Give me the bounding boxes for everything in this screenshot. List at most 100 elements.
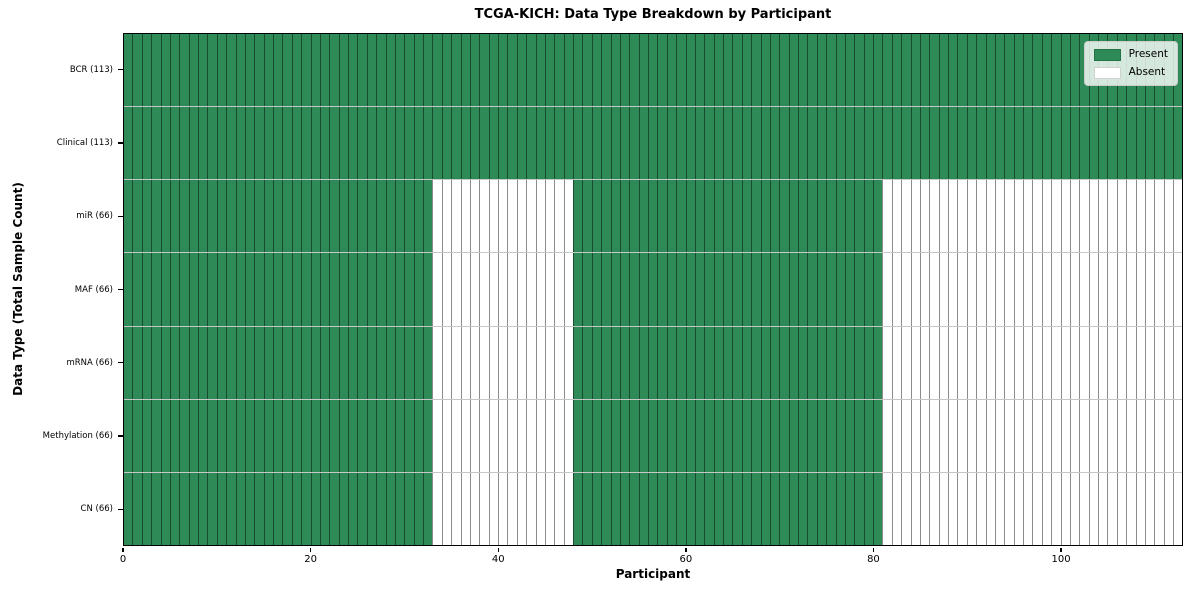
matrix-cell (1116, 472, 1127, 545)
matrix-cell (141, 326, 152, 399)
matrix-cell (610, 34, 620, 107)
matrix-cell (835, 34, 845, 107)
matrix-cell (638, 34, 648, 107)
matrix-cell (1098, 326, 1108, 399)
matrix-cell (638, 326, 648, 399)
matrix-cell (263, 34, 273, 107)
matrix-cell (910, 326, 920, 399)
matrix-cell (394, 180, 405, 253)
matrix-cell (1088, 399, 1098, 472)
matrix-cell (779, 326, 789, 399)
matrix-cell (938, 326, 948, 399)
matrix-cell (751, 472, 761, 545)
matrix-cell (179, 326, 189, 399)
matrix-cell (666, 326, 677, 399)
matrix-cell (938, 472, 948, 545)
matrix-cell (985, 399, 995, 472)
matrix-cell (601, 399, 611, 472)
matrix-cell (638, 180, 648, 253)
x-tick-mark (1060, 547, 1062, 552)
matrix-cell (619, 107, 630, 180)
matrix-cell (1144, 399, 1155, 472)
matrix-cell (226, 472, 236, 545)
matrix-cell (694, 472, 705, 545)
matrix-cell (282, 180, 292, 253)
matrix-cell (216, 34, 227, 107)
matrix-cell (1013, 253, 1023, 326)
matrix-cell (929, 180, 939, 253)
matrix-cell (1051, 34, 1061, 107)
matrix-cell (994, 180, 1005, 253)
matrix-cell (957, 326, 967, 399)
matrix-cell (807, 34, 817, 107)
matrix-cell (432, 399, 442, 472)
matrix-cell (1163, 472, 1173, 545)
matrix-cell (394, 253, 405, 326)
matrix-cell (938, 34, 948, 107)
matrix-cell (479, 472, 489, 545)
matrix-cell (601, 472, 611, 545)
legend-swatch-icon (1093, 66, 1121, 79)
matrix-cell (291, 253, 302, 326)
matrix-cell (124, 180, 133, 253)
y-tick-mark (118, 508, 123, 511)
matrix-cell (994, 472, 1005, 545)
matrix-cell (357, 472, 367, 545)
matrix-cell (254, 326, 264, 399)
matrix-cell (432, 180, 442, 253)
matrix-cell (1023, 253, 1033, 326)
matrix-cell (1144, 107, 1155, 180)
matrix-cell (1051, 180, 1061, 253)
matrix-cell (526, 180, 536, 253)
matrix-cell (1013, 399, 1023, 472)
matrix-cell (826, 107, 836, 180)
matrix-cell (207, 253, 217, 326)
matrix-cell (1079, 326, 1089, 399)
matrix-cell (891, 472, 902, 545)
matrix-cell (919, 399, 930, 472)
matrix-cell (591, 399, 602, 472)
matrix-cell (160, 107, 170, 180)
matrix-cell (638, 107, 648, 180)
matrix-cell (788, 34, 798, 107)
matrix-cell (723, 399, 733, 472)
matrix-cell (732, 253, 742, 326)
matrix-cell (723, 34, 733, 107)
matrix-cell (901, 180, 911, 253)
matrix-cell (254, 472, 264, 545)
matrix-cell (348, 34, 358, 107)
matrix-cell (882, 34, 892, 107)
matrix-cell (216, 399, 227, 472)
matrix-cell (404, 472, 414, 545)
matrix-cell (610, 399, 620, 472)
matrix-cell (488, 326, 498, 399)
matrix-cell (488, 253, 498, 326)
matrix-cell (544, 253, 555, 326)
matrix-cell (1041, 107, 1052, 180)
matrix-cell (554, 253, 564, 326)
matrix-cell (441, 326, 452, 399)
matrix-cell (844, 180, 855, 253)
matrix-cell (535, 399, 545, 472)
data-type-row-mrna (124, 326, 1183, 400)
x-tick-label-100: 100 (1051, 554, 1071, 565)
matrix-cell (376, 34, 386, 107)
matrix-cell (329, 326, 339, 399)
matrix-cell (919, 472, 930, 545)
matrix-cell (1069, 107, 1080, 180)
matrix-cell (282, 34, 292, 107)
matrix-cell (544, 34, 555, 107)
matrix-cell (704, 253, 714, 326)
matrix-cell (854, 472, 864, 545)
matrix-cell (394, 399, 405, 472)
matrix-cell (404, 326, 414, 399)
matrix-cell (685, 399, 695, 472)
matrix-cell (460, 326, 470, 399)
matrix-cell (385, 34, 395, 107)
matrix-cell (873, 399, 883, 472)
matrix-cell (929, 326, 939, 399)
matrix-cell (235, 107, 245, 180)
matrix-cell (1051, 472, 1061, 545)
matrix-cell (507, 253, 517, 326)
matrix-cell (676, 253, 686, 326)
